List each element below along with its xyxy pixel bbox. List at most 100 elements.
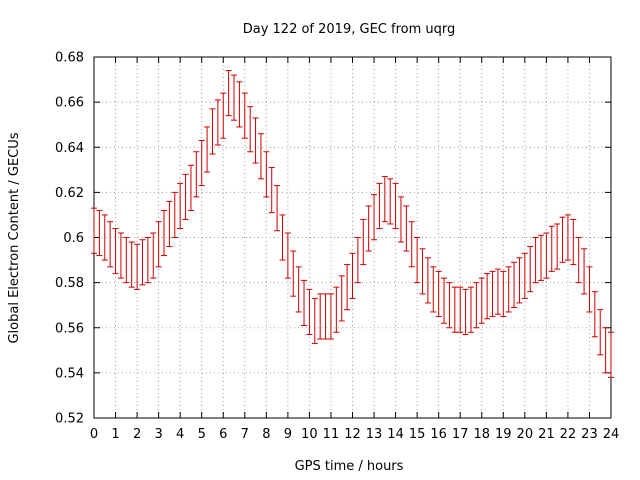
error-bar: [198, 139, 205, 187]
x-tick-label: 11: [323, 427, 340, 442]
x-tick-label: 3: [154, 427, 162, 442]
error-bar: [548, 225, 555, 272]
error-bar: [430, 266, 437, 313]
error-bar: [451, 286, 458, 333]
error-bar: [484, 273, 491, 320]
error-bar: [543, 232, 550, 279]
error-bar: [247, 106, 254, 153]
error-bar: [333, 286, 340, 333]
x-tick-label: 23: [581, 427, 598, 442]
x-tick-label: 9: [284, 427, 292, 442]
y-tick-label: 0.66: [55, 96, 84, 111]
error-bar: [209, 108, 216, 155]
error-bar: [424, 257, 431, 304]
error-bar: [500, 270, 507, 317]
error-bar: [473, 282, 480, 329]
error-bar: [322, 293, 329, 340]
error-bar: [161, 209, 168, 257]
error-bar: [317, 293, 324, 340]
error-bar: [107, 221, 114, 268]
y-tick-label: 0.54: [55, 366, 84, 381]
error-bar: [408, 221, 415, 268]
error-bar: [150, 232, 157, 279]
error-bar: [344, 264, 351, 311]
x-axis-label: GPS time / hours: [295, 459, 404, 474]
x-tick-label: 6: [219, 427, 227, 442]
error-bar: [597, 309, 604, 356]
error-bar: [554, 223, 561, 270]
x-tick-label: 10: [301, 427, 318, 442]
x-tick-label: 8: [262, 427, 270, 442]
error-bar: [365, 205, 372, 252]
error-bar: [376, 182, 383, 229]
error-bar: [290, 250, 297, 297]
error-bar: [381, 176, 388, 223]
error-bar: [241, 92, 248, 139]
error-bar: [112, 227, 119, 275]
data-series: [91, 70, 614, 378]
error-bar: [204, 126, 211, 173]
error-bar: [511, 261, 518, 308]
error-bar: [575, 237, 582, 284]
y-tick-label: 0.6: [63, 231, 84, 246]
error-bar: [527, 246, 534, 293]
error-bar: [274, 185, 281, 232]
error-bar: [564, 214, 571, 261]
error-bar: [182, 173, 189, 220]
error-bar: [521, 252, 528, 299]
error-bar: [311, 297, 318, 345]
x-tick-label: 16: [430, 427, 447, 442]
error-bar: [581, 248, 588, 295]
error-bar: [602, 327, 609, 374]
error-bar: [220, 92, 227, 139]
error-bar: [225, 70, 232, 117]
error-bar: [559, 216, 566, 263]
x-tick-label: 7: [241, 427, 249, 442]
y-tick-label: 0.62: [55, 186, 84, 201]
error-bar: [187, 164, 194, 211]
error-bar: [252, 117, 259, 164]
x-tick-label: 22: [560, 427, 577, 442]
error-bar: [301, 279, 308, 326]
x-tick-label: 2: [133, 427, 141, 442]
x-tick-label: 14: [387, 427, 404, 442]
error-bar: [591, 291, 598, 338]
error-bar: [295, 266, 302, 313]
y-axis-label: Global Electron Content / GECUs: [7, 132, 22, 343]
error-bar: [419, 248, 426, 295]
error-bar: [257, 133, 264, 180]
y-tick-label: 0.68: [55, 51, 84, 66]
error-bar: [371, 194, 378, 241]
error-bar: [338, 275, 345, 322]
error-bar: [155, 221, 162, 268]
error-bar: [462, 288, 469, 336]
y-tick-label: 0.58: [55, 276, 84, 291]
error-bar: [117, 232, 124, 279]
error-bar: [354, 237, 361, 284]
error-bar: [489, 270, 496, 317]
error-bar: [263, 151, 270, 198]
error-bar: [478, 277, 485, 324]
error-bar: [457, 286, 464, 333]
chart-title: Day 122 of 2019, GEC from uqrg: [243, 22, 456, 37]
error-bar: [231, 74, 238, 121]
x-tick-label: 18: [473, 427, 490, 442]
error-bar: [516, 257, 523, 304]
error-bar: [128, 241, 135, 288]
error-bar: [537, 234, 544, 281]
y-tick-label: 0.64: [55, 141, 84, 156]
error-bar: [349, 252, 356, 299]
error-bar: [91, 207, 97, 254]
error-bar: [171, 191, 178, 238]
error-bar: [134, 243, 141, 290]
error-bar: [306, 288, 313, 336]
x-tick-label: 4: [176, 427, 184, 442]
error-bar: [570, 218, 577, 266]
error-bar: [532, 237, 539, 284]
error-bar: [193, 151, 200, 198]
error-bar: [144, 237, 151, 284]
x-tick-label: 19: [495, 427, 512, 442]
y-tick-label: 0.52: [55, 412, 84, 427]
